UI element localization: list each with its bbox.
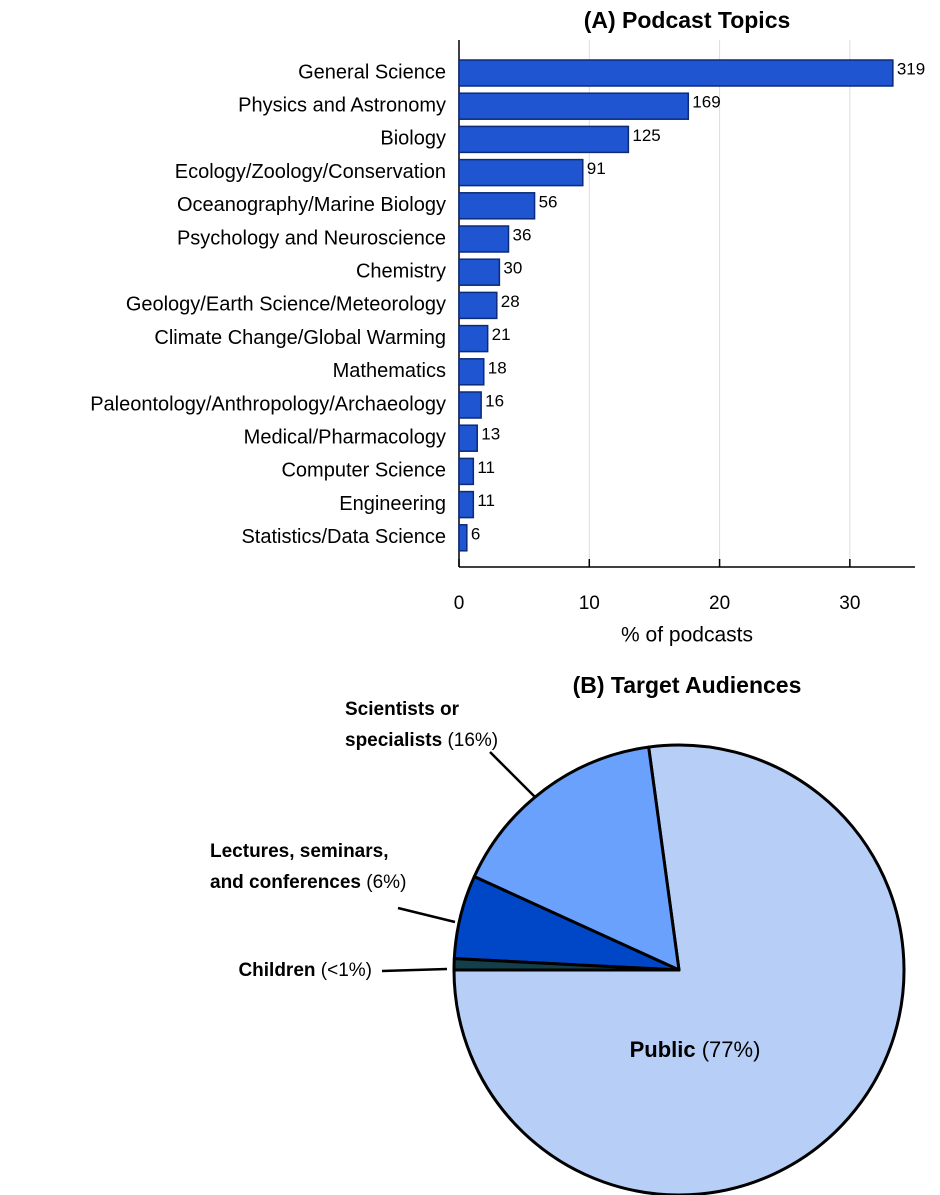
- y-tick-label: Psychology and Neuroscience: [177, 227, 446, 249]
- slice-label: Public (77%): [545, 1034, 845, 1065]
- bar: [458, 125, 630, 154]
- x-tick-label: 30: [839, 593, 860, 614]
- slice-name: Public: [629, 1037, 696, 1062]
- y-tick-label: Physics and Astronomy: [238, 94, 446, 116]
- slice-label: Lectures, seminars, and conferences (6%): [210, 836, 415, 898]
- leader-line: [489, 751, 536, 798]
- pie-slice: [452, 957, 681, 972]
- y-tick-label: Biology: [380, 128, 446, 150]
- pie-slice: [472, 745, 681, 972]
- y-tick-label: Medical/Pharmacology: [244, 426, 446, 448]
- y-tick-label: Geology/Earth Science/Meteorology: [126, 294, 446, 316]
- bar-count-label: 169: [692, 93, 720, 112]
- leader-line: [381, 967, 448, 973]
- bar-count-label: 21: [492, 325, 511, 344]
- y-tick-label: Mathematics: [333, 360, 446, 382]
- y-tick-label: Statistics/Data Science: [241, 526, 446, 548]
- y-tick-label: Climate Change/Global Warming: [154, 327, 446, 349]
- slice-value: (6%): [366, 872, 407, 893]
- leader-line: [397, 906, 456, 924]
- slice-value: (77%): [701, 1037, 761, 1062]
- y-tick-label: Chemistry: [356, 260, 446, 282]
- chart-title: (A) Podcast Topics: [584, 7, 791, 33]
- bar-count-label: 319: [897, 59, 925, 78]
- bar-count-label: 11: [477, 491, 495, 510]
- bar-count-label: 125: [632, 126, 660, 145]
- bar: [458, 424, 478, 452]
- bar-count-label: 16: [485, 391, 504, 410]
- bar: [458, 291, 498, 320]
- slice-label: Children (<1%): [120, 955, 372, 986]
- x-tick-label: 20: [709, 593, 730, 614]
- bar: [458, 358, 485, 386]
- x-axis-label: % of podcasts: [621, 624, 753, 647]
- y-tick-label: Ecology/Zoology/Conservation: [175, 161, 446, 183]
- y-tick-label: Oceanography/Marine Biology: [177, 194, 446, 216]
- bar-count-label: 18: [488, 358, 507, 377]
- chart-title: (B) Target Audiences: [573, 672, 802, 698]
- bar-count-label: 56: [539, 192, 558, 211]
- slice-value: (<1%): [320, 960, 372, 981]
- x-tick-label: 0: [454, 593, 465, 614]
- bar: [458, 92, 690, 120]
- bar-count-label: 13: [481, 425, 500, 444]
- bar: [458, 158, 584, 187]
- bar: [458, 225, 510, 253]
- slice-name: Children: [238, 960, 316, 981]
- bar: [458, 258, 501, 286]
- slice-name: Scientists or specialists: [345, 699, 460, 751]
- slice-label: Scientists or specialists (16%): [345, 694, 515, 756]
- bar: [458, 490, 475, 519]
- y-tick-label: Engineering: [339, 493, 446, 515]
- bar: [458, 457, 475, 486]
- bar-count-label: 11: [477, 458, 495, 477]
- slice-value: (16%): [447, 730, 499, 751]
- bar-count-label: 30: [503, 259, 522, 278]
- y-tick-label: Paleontology/Anthropology/Archaeology: [90, 393, 446, 415]
- bar-count-label: 91: [587, 159, 606, 178]
- bar-count-label: 28: [501, 292, 520, 311]
- x-tick-label: 10: [579, 593, 600, 614]
- y-tick-label: Computer Science: [281, 460, 446, 482]
- bar: [458, 192, 536, 220]
- bar-count-label: 6: [471, 524, 480, 543]
- bar: [458, 59, 894, 87]
- bar-count-label: 36: [513, 225, 532, 244]
- bar: [458, 524, 468, 552]
- bar: [458, 324, 489, 353]
- bar: [458, 391, 482, 419]
- y-tick-label: General Science: [298, 61, 446, 83]
- slice-name: Lectures, seminars, and conferences: [210, 841, 389, 893]
